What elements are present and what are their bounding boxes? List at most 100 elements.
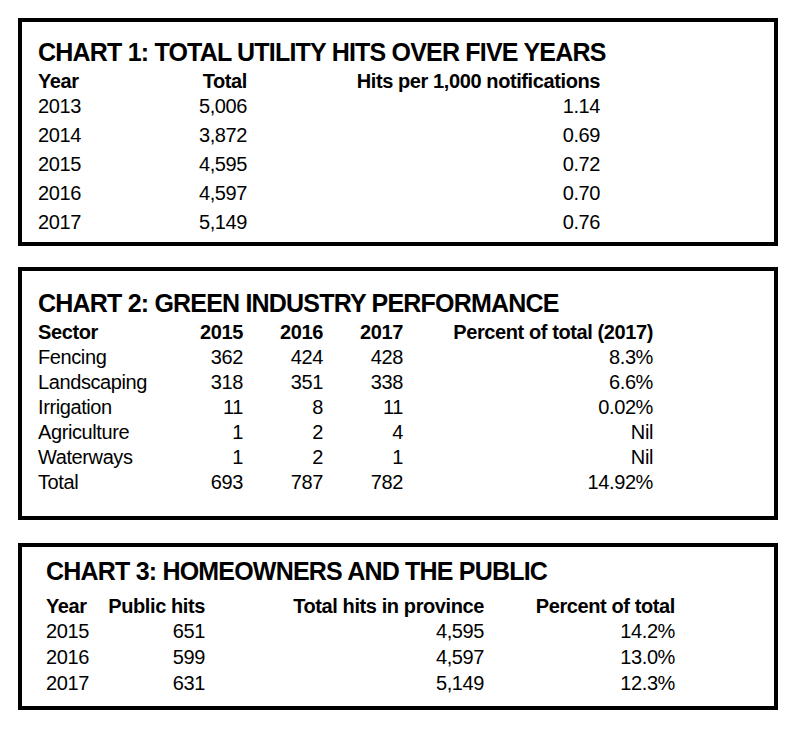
row-filler (600, 154, 774, 183)
table-cell: 693 (150, 472, 243, 497)
table-row: Landscaping3183513386.6% (38, 372, 774, 397)
table-cell: 4 (323, 422, 403, 447)
table-cell: 631 (106, 673, 205, 699)
table-cell: Nil (403, 422, 653, 447)
table-cell: 2016 (46, 647, 106, 673)
row-filler (653, 447, 774, 472)
table-cell: 2015 (38, 154, 108, 183)
table-cell: 2015 (46, 621, 106, 647)
column-header: Total hits in province (205, 596, 484, 621)
table-cell: 428 (323, 347, 403, 372)
chart2-title: CHART 2: GREEN INDUSTRY PERFORMANCE (38, 292, 774, 314)
chart2-header-row: Sector201520162017Percent of total (2017… (38, 322, 774, 347)
column-header: Year (38, 71, 108, 96)
column-header: 2016 (243, 322, 323, 347)
row-filler (675, 647, 774, 673)
table-cell: 4,597 (108, 183, 247, 212)
table-row: Fencing3624244288.3% (38, 347, 774, 372)
table-cell: 3,872 (108, 125, 247, 154)
table-cell: Waterways (38, 447, 150, 472)
table-cell: 782 (323, 472, 403, 497)
chart3-panel: CHART 3: HOMEOWNERS AND THE PUBLIC YearP… (18, 543, 778, 710)
table-cell: 0.69 (247, 125, 600, 154)
column-header: Hits per 1,000 notifications (247, 71, 600, 96)
table-cell: Landscaping (38, 372, 150, 397)
chart1-header-row: YearTotalHits per 1,000 notifications (38, 71, 774, 96)
column-header: 2015 (150, 322, 243, 347)
table-cell: Nil (403, 447, 653, 472)
column-header: Public hits (106, 596, 205, 621)
table-row: 20176315,14912.3% (46, 673, 774, 699)
table-cell: 2 (243, 422, 323, 447)
column-header: Percent of total (2017) (403, 322, 653, 347)
chart2-table: Sector201520162017Percent of total (2017… (38, 322, 774, 497)
header-filler (600, 71, 774, 96)
table-row: Total69378778214.92% (38, 472, 774, 497)
table-row: 20154,5950.72 (38, 154, 774, 183)
table-cell: 8.3% (403, 347, 653, 372)
table-cell: 599 (106, 647, 205, 673)
table-cell: 2017 (46, 673, 106, 699)
table-cell: 5,006 (108, 96, 247, 125)
table-cell: 13.0% (484, 647, 675, 673)
chart1-title: CHART 1: TOTAL UTILITY HITS OVER FIVE YE… (38, 41, 774, 63)
table-cell: 318 (150, 372, 243, 397)
table-cell: 8 (243, 397, 323, 422)
column-header: Year (46, 596, 106, 621)
table-cell: 338 (323, 372, 403, 397)
table-cell: 4,595 (108, 154, 247, 183)
table-cell: 14.2% (484, 621, 675, 647)
table-cell: 4,595 (205, 621, 484, 647)
table-cell: 2014 (38, 125, 108, 154)
table-cell: 4,597 (205, 647, 484, 673)
table-row: 20143,8720.69 (38, 125, 774, 154)
table-cell: 0.76 (247, 212, 600, 241)
table-row: Agriculture124Nil (38, 422, 774, 447)
column-header: Total (108, 71, 247, 96)
table-cell: 1 (150, 447, 243, 472)
row-filler (653, 372, 774, 397)
row-filler (600, 212, 774, 241)
table-cell: 2 (243, 447, 323, 472)
row-filler (600, 183, 774, 212)
row-filler (675, 621, 774, 647)
table-cell: 0.70 (247, 183, 600, 212)
column-header: 2017 (323, 322, 403, 347)
table-cell: 2013 (38, 96, 108, 125)
row-filler (653, 422, 774, 447)
row-filler (653, 472, 774, 497)
chart3-title: CHART 3: HOMEOWNERS AND THE PUBLIC (46, 560, 774, 582)
table-cell: Agriculture (38, 422, 150, 447)
column-header: Percent of total (484, 596, 675, 621)
table-cell: 5,149 (205, 673, 484, 699)
chart2-panel: CHART 2: GREEN INDUSTRY PERFORMANCE Sect… (18, 267, 778, 520)
chart1-panel: CHART 1: TOTAL UTILITY HITS OVER FIVE YE… (18, 18, 778, 246)
row-filler (600, 125, 774, 154)
table-cell: 1.14 (247, 96, 600, 125)
table-cell: 651 (106, 621, 205, 647)
table-cell: Fencing (38, 347, 150, 372)
table-cell: 1 (150, 422, 243, 447)
row-filler (653, 397, 774, 422)
table-cell: 0.72 (247, 154, 600, 183)
chart3-header-row: YearPublic hitsTotal hits in provincePer… (46, 596, 774, 621)
table-cell: 11 (150, 397, 243, 422)
table-row: 20175,1490.76 (38, 212, 774, 241)
table-row: 20156514,59514.2% (46, 621, 774, 647)
table-row: Waterways121Nil (38, 447, 774, 472)
chart3-table: YearPublic hitsTotal hits in provincePer… (46, 596, 774, 699)
chart1-table: YearTotalHits per 1,000 notifications 20… (38, 71, 774, 241)
table-row: 20135,0061.14 (38, 96, 774, 125)
table-cell: 424 (243, 347, 323, 372)
table-cell: 2017 (38, 212, 108, 241)
table-cell: 1 (323, 447, 403, 472)
table-cell: 787 (243, 472, 323, 497)
table-cell: 11 (323, 397, 403, 422)
row-filler (600, 96, 774, 125)
table-cell: 0.02% (403, 397, 653, 422)
table-cell: 2016 (38, 183, 108, 212)
table-cell: 12.3% (484, 673, 675, 699)
table-row: 20164,5970.70 (38, 183, 774, 212)
table-cell: 14.92% (403, 472, 653, 497)
header-filler (675, 596, 774, 621)
